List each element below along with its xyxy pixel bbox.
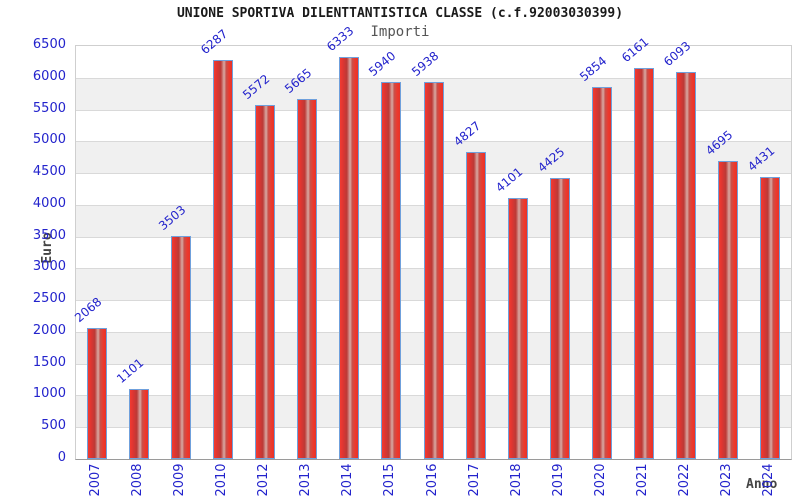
- x-axis-title: Anno: [746, 477, 778, 492]
- x-tick-label: 2010: [214, 463, 230, 497]
- x-tick-label: 2024: [760, 463, 776, 497]
- y-tick-label: 0: [57, 450, 66, 465]
- bar: [171, 236, 192, 459]
- x-tick-label: 2022: [676, 463, 692, 497]
- x-tick-label: 2008: [130, 463, 146, 497]
- bar: [507, 198, 528, 459]
- x-tick-label: 2020: [592, 463, 608, 497]
- bar: [549, 177, 570, 459]
- x-tick-label: 2017: [466, 463, 482, 497]
- bar: [87, 327, 108, 459]
- bar: [717, 160, 738, 459]
- x-tick-label: 2013: [298, 463, 314, 497]
- x-tick-label: 2016: [424, 463, 440, 497]
- x-tick-label: 2019: [550, 463, 566, 497]
- bar: [339, 56, 360, 459]
- y-tick-label: 4000: [32, 195, 66, 211]
- y-tick-label: 3000: [32, 259, 66, 275]
- bar: [465, 152, 486, 459]
- bar: [423, 81, 444, 459]
- y-tick-label: 2000: [32, 322, 66, 338]
- y-tick-label: 6500: [32, 37, 66, 52]
- bar: [675, 71, 696, 459]
- chart-subtitle: Importi: [370, 24, 430, 40]
- x-tick-label: 2014: [340, 463, 356, 497]
- plot-band: [76, 46, 791, 79]
- y-tick-label: 500: [41, 418, 66, 434]
- bar: [591, 87, 612, 459]
- y-tick-label: 6000: [32, 68, 66, 84]
- bar: [213, 59, 234, 459]
- bar: [381, 81, 402, 459]
- x-tick-label: 2023: [718, 463, 734, 497]
- y-tick-label: 5500: [32, 100, 66, 116]
- y-tick-label: 1000: [32, 386, 66, 402]
- chart-title: UNIONE SPORTIVA DILENTTANTISTICA CLASSE …: [176, 6, 624, 21]
- y-tick-label: 3500: [32, 227, 66, 243]
- plot-area: 2068 1101 3503 6287 5572 5665 6333 5940 5938 4827…: [72, 23, 792, 460]
- x-tick-label: 2009: [172, 463, 188, 497]
- bar: [255, 104, 276, 459]
- x-tick-label: 2007: [88, 463, 104, 497]
- x-tick-label: 2012: [256, 463, 272, 497]
- bar: [297, 99, 318, 459]
- bar: [759, 177, 780, 459]
- gridline: [76, 77, 791, 79]
- y-tick-label: 2500: [32, 291, 66, 307]
- bar: [129, 389, 150, 459]
- y-tick-label: 5000: [32, 132, 66, 148]
- x-tick-label: 2018: [508, 463, 524, 497]
- y-tick-label: 1500: [32, 354, 66, 370]
- bar: [633, 67, 654, 459]
- x-tick-label: 2021: [634, 463, 650, 497]
- y-tick-label: 4500: [32, 164, 66, 180]
- x-tick-label: 2015: [382, 463, 398, 497]
